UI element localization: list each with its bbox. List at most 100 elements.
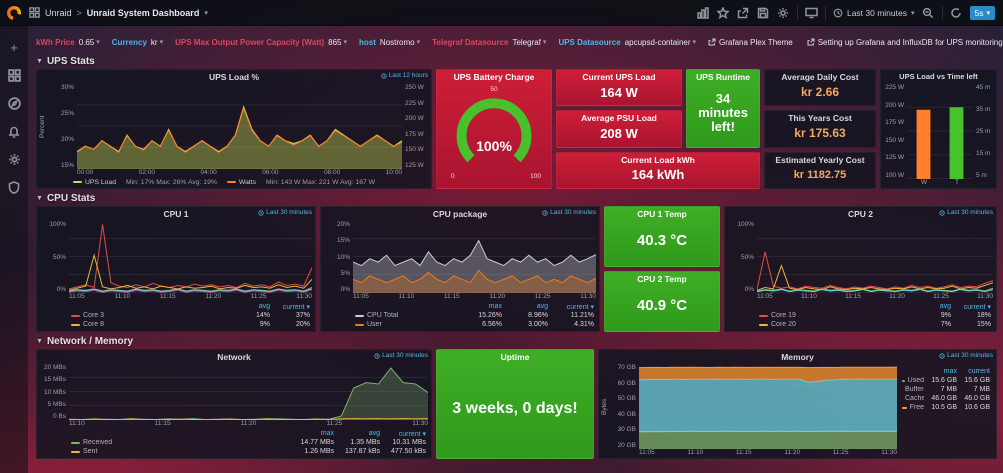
legend-series[interactable]: Core 8 bbox=[71, 321, 230, 328]
y-axis-left: 100% 50% 0% bbox=[737, 221, 754, 293]
legend-series[interactable]: Core 19 bbox=[759, 312, 911, 319]
legend: avg current ▾ Core 19 9% 18% Core 20 7% … bbox=[725, 302, 996, 331]
legend-series[interactable]: Core 3 bbox=[71, 312, 230, 319]
panel-title[interactable]: CPU 2 Temp bbox=[637, 274, 687, 284]
grafana-logo[interactable] bbox=[0, 5, 28, 21]
panel-title[interactable]: Current Load kWh bbox=[621, 154, 695, 165]
panel-title[interactable]: UPS Runtime bbox=[696, 72, 750, 82]
refresh-interval-dropdown[interactable]: 5s ▾ bbox=[969, 5, 995, 20]
chevron-down-icon[interactable]: ▾ bbox=[204, 9, 208, 17]
y-axis-right: 250 W 225 W 200 W 175 W 150 W 125 W bbox=[405, 84, 424, 169]
panel-title[interactable]: UPS Load % bbox=[208, 72, 260, 82]
add-panel-icon[interactable] bbox=[697, 6, 710, 19]
panel-title[interactable]: Uptime bbox=[500, 352, 530, 362]
cpu1-chart[interactable] bbox=[69, 221, 312, 293]
panel-title[interactable]: Average PSU Load bbox=[581, 113, 657, 124]
cpu2-chart[interactable] bbox=[757, 221, 993, 293]
panel-cpu-1: CPU 1 Last 30 minutes 100% 50% 0% 11:05 11:… bbox=[36, 206, 316, 332]
variable-telegraf-datasource: Telegraf Datasource Telegraf ▾ bbox=[432, 37, 547, 47]
variable-value-dropdown[interactable]: kr ▾ bbox=[150, 37, 164, 47]
legend: max current Used 15.6 GB 15.6 GB Buffere… bbox=[900, 363, 996, 458]
variable-kwh-price: kWh Price 0.65 ▾ bbox=[36, 37, 100, 47]
variable-value-dropdown[interactable]: apcupsd-container ▾ bbox=[624, 37, 697, 47]
row-header-cpu-stats[interactable]: ▼ CPU Stats bbox=[36, 193, 96, 204]
panel-this-years-cost: This Years Cost kr 175.63 bbox=[764, 110, 876, 148]
panel-title[interactable]: Current UPS Load bbox=[582, 72, 656, 82]
panel-title[interactable]: Average Daily Cost bbox=[781, 72, 859, 82]
panel-current-load-kwh: Current Load kWh 164 kWh bbox=[556, 151, 760, 189]
legend-series[interactable]: UPS Load bbox=[73, 179, 116, 186]
panel-title[interactable]: UPS Battery Charge bbox=[453, 72, 535, 82]
legend-row: User 6.56% 3.00% 4.31% bbox=[355, 320, 594, 329]
row-header-network-memory[interactable]: ▼ Network / Memory bbox=[36, 336, 134, 347]
legend-sort-column[interactable]: current ▾ bbox=[566, 303, 594, 311]
legend: avg current ▾ Core 3 14% 37% Core 8 9% 2… bbox=[37, 302, 315, 331]
panel-time-badge: Last 30 minutes bbox=[374, 352, 428, 359]
ups-load-chart[interactable] bbox=[77, 84, 402, 169]
time-range-picker[interactable]: Last 30 minutes ▾ bbox=[833, 8, 915, 18]
variable-value-dropdown[interactable]: Telegraf ▾ bbox=[512, 37, 547, 47]
variable-value-dropdown[interactable]: 865 ▾ bbox=[328, 37, 348, 47]
panel-time-badge: Last 12 hours bbox=[380, 72, 428, 79]
y-axis-left: 100% 50% 0% bbox=[49, 221, 66, 293]
variable-value-dropdown[interactable]: Nostromo ▾ bbox=[379, 37, 421, 47]
network-chart[interactable] bbox=[69, 364, 428, 420]
create-plus-icon[interactable]: + bbox=[10, 40, 18, 55]
legend-row: Buffered 7 MB 7 MB bbox=[902, 385, 990, 394]
link-grafana-plex-theme[interactable]: Grafana Plex Theme bbox=[708, 38, 793, 47]
breadcrumb-dashboard-title[interactable]: Unraid System Dashboard bbox=[86, 7, 200, 18]
stat-value: 3 weeks, 0 days! bbox=[452, 400, 578, 418]
configuration-gear-icon[interactable] bbox=[7, 152, 22, 167]
memory-chart[interactable] bbox=[639, 364, 897, 449]
panel-title[interactable]: UPS Load vs Time left bbox=[899, 72, 978, 81]
legend-series[interactable]: User bbox=[355, 321, 456, 328]
panel-current-ups-load: Current UPS Load 164 W bbox=[556, 69, 682, 107]
legend-sort-column[interactable]: current ▾ bbox=[398, 430, 426, 438]
panel-title[interactable]: CPU 1 bbox=[163, 209, 189, 219]
panel-title[interactable]: CPU 2 bbox=[847, 209, 874, 219]
legend-series[interactable]: Received bbox=[71, 439, 288, 446]
legend-series[interactable]: Cached bbox=[905, 395, 924, 402]
zoom-out-icon[interactable] bbox=[922, 6, 935, 19]
settings-gear-icon[interactable] bbox=[777, 6, 790, 19]
star-icon[interactable] bbox=[717, 6, 730, 19]
dashboards-icon[interactable] bbox=[7, 68, 22, 83]
panel-title[interactable]: Estimated Yearly Cost bbox=[775, 154, 865, 165]
stat-value: kr 175.63 bbox=[794, 126, 846, 141]
link-ups-monitoring-guide[interactable]: Setting up Grafana and InfluxDB for UPS … bbox=[807, 38, 1003, 47]
ups-stat-grid: Current UPS Load 164 W UPS Runtime 34 mi… bbox=[556, 69, 876, 189]
save-icon[interactable] bbox=[757, 6, 770, 19]
refresh-icon[interactable] bbox=[950, 6, 963, 19]
variable-value-dropdown[interactable]: 0.65 ▾ bbox=[78, 37, 100, 47]
panel-title[interactable]: CPU package bbox=[432, 209, 488, 219]
explore-compass-icon[interactable] bbox=[7, 96, 22, 111]
legend-series[interactable]: Watts bbox=[226, 179, 256, 186]
gauge-value: 100% bbox=[476, 137, 512, 154]
panel-title[interactable]: Memory bbox=[781, 352, 814, 362]
legend-sort-column[interactable]: current bbox=[968, 368, 990, 375]
legend-sort-column[interactable]: current ▾ bbox=[963, 303, 991, 311]
panel-network: Network Last 30 minutes 20 MBs 15 MBs 10 M… bbox=[36, 349, 432, 459]
panel-title[interactable]: This Years Cost bbox=[788, 113, 852, 124]
legend-series[interactable]: CPU Total bbox=[355, 312, 456, 319]
chevron-down-icon: ▼ bbox=[36, 338, 43, 345]
legend-series[interactable]: Free bbox=[902, 404, 924, 411]
alerting-bell-icon[interactable] bbox=[7, 124, 22, 139]
legend-sort-column[interactable]: current ▾ bbox=[282, 303, 310, 311]
panel-title[interactable]: Network bbox=[217, 352, 251, 362]
panel-title[interactable]: CPU 1 Temp bbox=[637, 209, 687, 219]
legend-series[interactable]: Used bbox=[902, 377, 924, 384]
ups-load-vs-time-chart[interactable] bbox=[907, 84, 973, 179]
share-icon[interactable] bbox=[737, 6, 750, 19]
admin-shield-icon[interactable] bbox=[7, 180, 22, 195]
legend-series[interactable]: Sent bbox=[71, 448, 288, 455]
legend-series[interactable]: Buffered bbox=[905, 386, 924, 393]
row-header-ups-stats[interactable]: ▼ UPS Stats bbox=[36, 56, 95, 67]
legend-series[interactable]: Core 20 bbox=[759, 321, 911, 328]
kiosk-monitor-icon[interactable] bbox=[805, 6, 818, 19]
panel-estimated-yearly-cost: Estimated Yearly Cost kr 1182.75 bbox=[764, 151, 876, 189]
breadcrumb-section[interactable]: Unraid bbox=[45, 7, 72, 18]
legend-row: Core 20 7% 15% bbox=[759, 320, 991, 329]
x-axis: 11:05 11:10 11:15 11:20 11:25 11:30 bbox=[69, 293, 312, 300]
cpu-package-chart[interactable] bbox=[353, 221, 596, 293]
